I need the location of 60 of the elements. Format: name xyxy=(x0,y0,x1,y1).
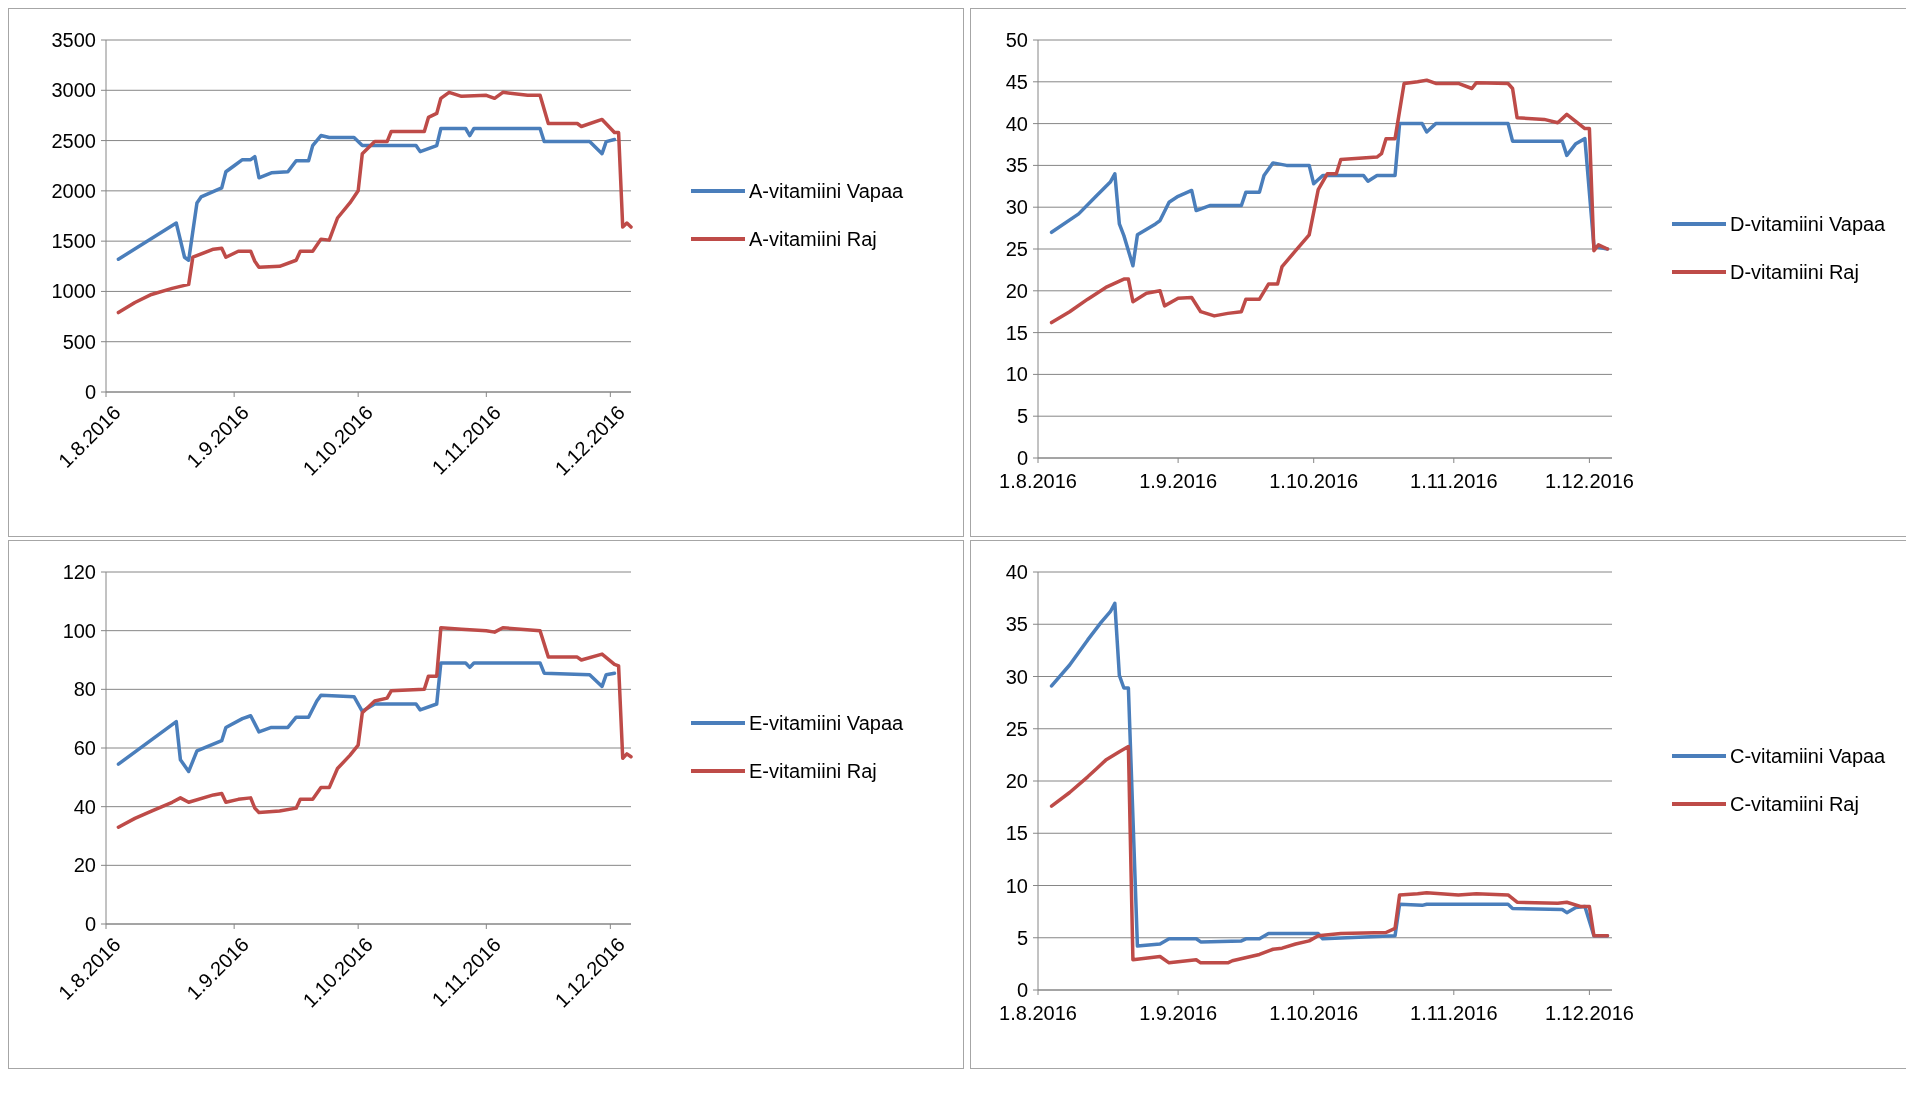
y-tick-label: 5 xyxy=(1016,926,1028,949)
x-tick-label: 1.11.2016 xyxy=(1410,1002,1498,1024)
y-tick-label: 35 xyxy=(1005,613,1028,636)
line-series xyxy=(116,625,633,829)
legend-label: C-vitamiini Vapaa xyxy=(1730,745,1887,767)
x-tick-label: 1.12.2016 xyxy=(1544,1002,1634,1024)
x-tick-label: 1.11.2016 xyxy=(1410,470,1498,492)
y-tick-label: 80 xyxy=(73,678,96,701)
x-tick-label: 1.9.2016 xyxy=(1139,1002,1218,1024)
y-tick-label: 60 xyxy=(73,737,96,759)
line-series xyxy=(1049,121,1610,268)
y-tick-label: 0 xyxy=(84,381,96,403)
y-tick-label: 20 xyxy=(1005,770,1028,792)
y-tick-label: 30 xyxy=(1005,665,1028,688)
y-tick-label: 3500 xyxy=(51,29,96,51)
x-tick-label: 1.12.2016 xyxy=(1544,470,1634,492)
line-series xyxy=(116,126,617,262)
y-tick-label: 0 xyxy=(84,913,96,935)
x-tick-label: 1.10.2016 xyxy=(1269,470,1359,492)
line-series xyxy=(116,90,633,315)
y-tick-label: 100 xyxy=(62,619,96,642)
y-tick-label: 0 xyxy=(1016,979,1028,1001)
y-tick-label: 0 xyxy=(1016,447,1028,469)
y-tick-label: 35 xyxy=(1005,154,1028,177)
y-tick-label: 15 xyxy=(1005,321,1028,344)
line-series xyxy=(116,661,617,774)
y-tick-label: 20 xyxy=(1005,279,1028,302)
x-tick-label: 1.10.2016 xyxy=(1269,1002,1359,1024)
line-series xyxy=(1049,744,1610,965)
y-tick-label: 45 xyxy=(1005,70,1028,93)
legend-label: E-vitamiini Raj xyxy=(749,760,877,782)
line-series xyxy=(1049,78,1610,325)
y-tick-label: 2500 xyxy=(51,129,96,152)
x-tick-label: 1.9.2016 xyxy=(1139,470,1218,492)
y-tick-label: 120 xyxy=(62,561,96,583)
x-tick-label: 1.8.2016 xyxy=(999,1002,1077,1024)
y-tick-label: 40 xyxy=(1005,561,1028,583)
legend-label: A-vitamiini Raj xyxy=(749,228,877,250)
y-tick-label: 15 xyxy=(1005,822,1028,845)
y-tick-label: 20 xyxy=(73,854,96,877)
y-tick-label: 10 xyxy=(1005,874,1028,897)
y-tick-label: 25 xyxy=(1005,238,1028,260)
y-tick-label: 25 xyxy=(1005,717,1028,740)
y-tick-label: 30 xyxy=(1005,196,1028,219)
legend-label: D-vitamiini Raj xyxy=(1730,261,1859,283)
y-tick-label: 5 xyxy=(1016,405,1028,428)
legend-label: E-vitamiini Vapaa xyxy=(749,712,905,734)
y-tick-label: 1000 xyxy=(51,280,96,303)
y-tick-label: 2000 xyxy=(51,179,96,202)
y-tick-label: 500 xyxy=(62,330,96,353)
legend-label: C-vitamiini Raj xyxy=(1730,793,1859,815)
y-tick-label: 10 xyxy=(1005,363,1028,386)
x-tick-label: 1.8.2016 xyxy=(999,470,1077,492)
y-tick-label: 40 xyxy=(1005,112,1028,135)
y-tick-label: 1500 xyxy=(51,230,96,253)
legend-label: A-vitamiini Vapaa xyxy=(749,180,905,202)
y-tick-label: 40 xyxy=(73,795,96,818)
y-tick-label: 3000 xyxy=(51,79,96,102)
y-tick-label: 50 xyxy=(1005,29,1028,51)
legend-label: D-vitamiini Vapaa xyxy=(1730,213,1887,235)
